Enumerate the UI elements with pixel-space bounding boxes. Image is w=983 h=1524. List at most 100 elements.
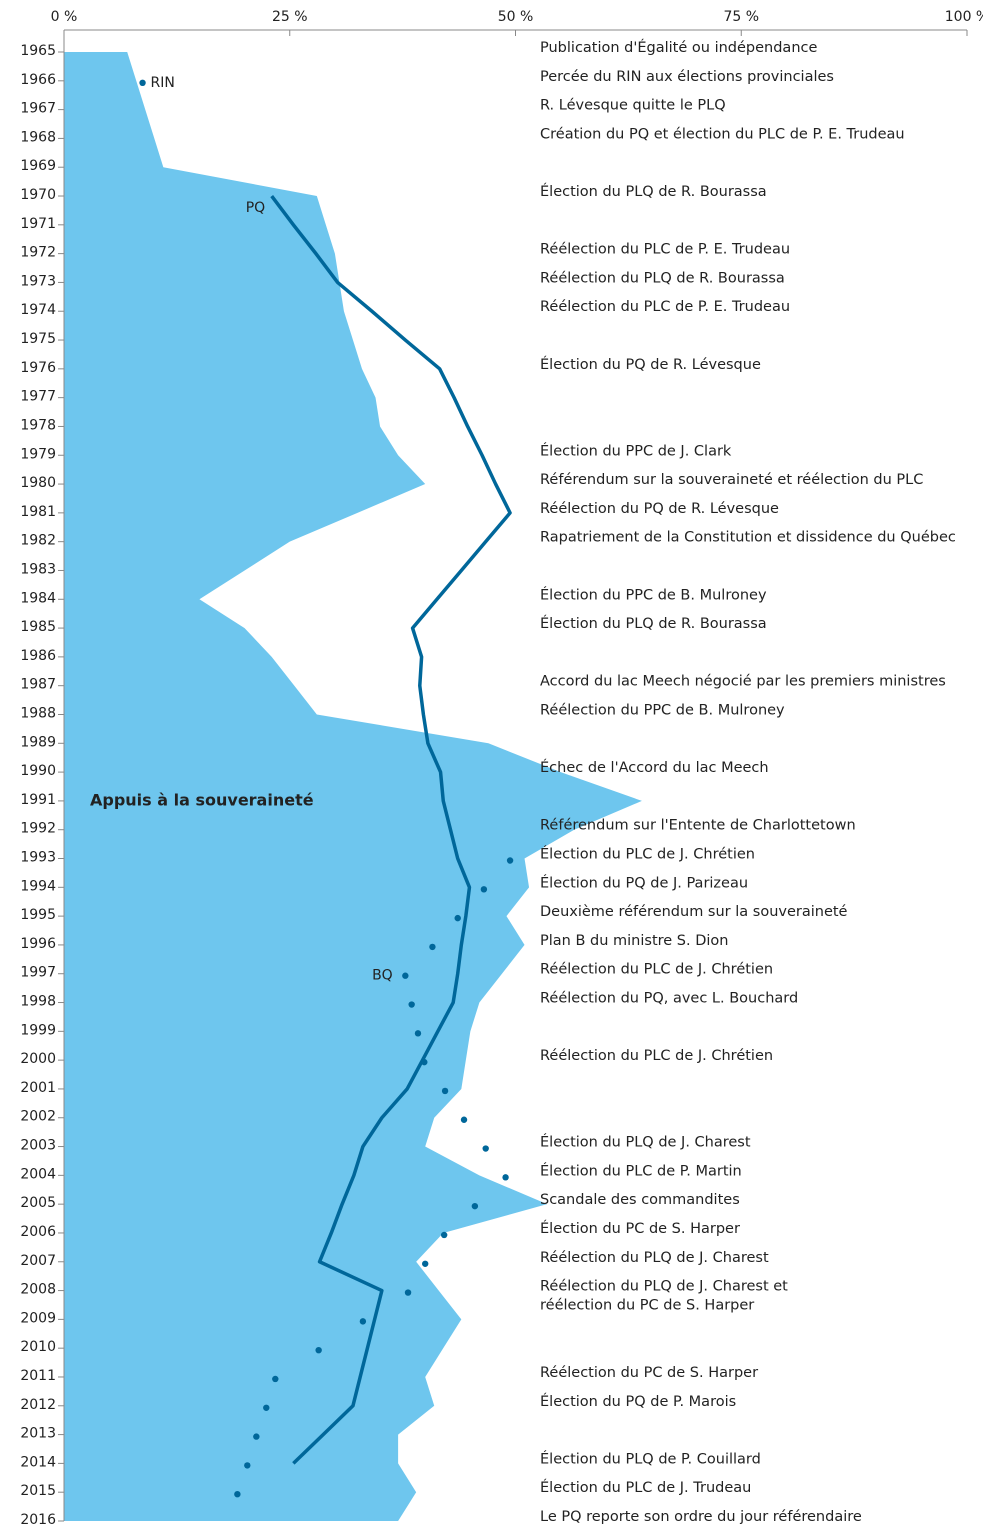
event-label: Élection du PQ de R. Lévesque [540, 356, 761, 373]
dot [421, 1058, 428, 1066]
y-tick-label: 1991 [20, 792, 56, 808]
y-tick-label: 1995 [20, 907, 56, 923]
x-tick-label: 0 % [51, 9, 78, 25]
event-label: Accord du lac Meech négocié par les prem… [540, 674, 946, 690]
y-tick-label: 1997 [20, 965, 56, 981]
y-tick-label: 2013 [20, 1426, 56, 1442]
dot [454, 914, 461, 922]
series-label: BQ [372, 968, 393, 984]
area-label: Appuis à la souveraineté [90, 790, 314, 809]
dot [253, 1433, 260, 1440]
event-label: réélection du PC de S. Harper [540, 1298, 754, 1314]
line [270, 194, 512, 1465]
y-tick-label: 1975 [20, 331, 56, 347]
event-label: Réélection du PLC de J. Chrétien [540, 962, 773, 978]
y-tick-label: 1965 [20, 43, 56, 59]
y-tick-label: 2000 [20, 1051, 56, 1067]
y-tick-label: 2007 [20, 1253, 56, 1269]
event-label: Référendum sur la souveraineté et réélec… [540, 472, 923, 488]
event-label: Réélection du PC de S. Harper [540, 1365, 758, 1381]
y-tick-label: 1987 [20, 677, 56, 693]
y-tick-label: 1989 [20, 734, 56, 750]
event-label: Élection du PPC de B. Mulroney [540, 586, 767, 603]
dot [506, 857, 514, 864]
event-label: Élection du PLC de J. Trudeau [540, 1479, 751, 1496]
event-label: R. Lévesque quitte le PLQ [540, 98, 726, 114]
y-tick-label: 2006 [20, 1224, 56, 1240]
y-tick-label: 1967 [20, 101, 56, 117]
y-tick-label: 1992 [20, 821, 56, 837]
y-tick-label: 1981 [20, 504, 56, 520]
y-tick-label: 1972 [20, 245, 56, 261]
event-label: Création du PQ et élection du PLC de P. … [540, 126, 905, 142]
x-tick-label: 75 % [723, 9, 759, 25]
event-label: Réélection du PLQ de J. Charest et [540, 1279, 788, 1295]
event-label: Réélection du PLQ de J. Charest [540, 1250, 769, 1266]
y-tick-label: 1974 [20, 302, 56, 318]
y-tick-label: 1993 [20, 850, 56, 866]
event-label: Référendum sur l'Entente de Charlottetow… [540, 818, 856, 834]
dot [404, 1289, 412, 1296]
event-label: Élection du PC de S. Harper [540, 1220, 740, 1237]
y-tick-label: 1990 [20, 763, 56, 779]
y-tick-label: 2010 [20, 1339, 56, 1355]
y-tick-label: 2014 [20, 1454, 56, 1470]
event-label: Réélection du PLC de P. E. Trudeau [540, 299, 790, 315]
y-tick-label: 2004 [20, 1166, 56, 1182]
area [64, 52, 642, 1521]
y-tick-label: 2005 [20, 1195, 56, 1211]
y-tick-label: 1998 [20, 994, 56, 1010]
y-tick-label: 2015 [20, 1483, 56, 1499]
y-tick-label: 1976 [20, 360, 56, 376]
dot [482, 1145, 489, 1152]
event-label: Élection du PLQ de J. Charest [540, 1134, 751, 1151]
dot [422, 1260, 429, 1267]
dot [272, 1375, 279, 1383]
y-tick-label: 1988 [20, 705, 56, 721]
dot [480, 886, 488, 893]
y-tick-label: 1986 [20, 648, 56, 664]
y-tick-label: 1977 [20, 389, 56, 405]
y-tick-label: 1966 [20, 72, 56, 88]
event-label: Le PQ reporte son ordre du jour référend… [540, 1509, 862, 1524]
event-label: Élection du PLQ de P. Couillard [540, 1450, 761, 1467]
event-label: Réélection du PLQ de R. Bourassa [540, 270, 785, 286]
y-tick-label: 1970 [20, 187, 56, 203]
dot [408, 1001, 415, 1008]
y-tick-label: 2002 [20, 1109, 56, 1125]
event-label: Élection du PLQ de R. Bourassa [540, 615, 767, 632]
x-tick-label: 50 % [498, 9, 534, 25]
y-tick-label: 1971 [20, 216, 56, 232]
event-label: Élection du PQ de P. Marois [540, 1393, 736, 1410]
event-label: Élection du PLC de P. Martin [540, 1162, 742, 1179]
event-label: Scandale des commandites [540, 1192, 740, 1208]
event-label: Réélection du PLC de P. E. Trudeau [540, 242, 790, 258]
y-tick-label: 2001 [20, 1080, 56, 1096]
y-tick-label: 1968 [20, 129, 56, 145]
x-tick-label: 100 % [945, 9, 983, 25]
y-tick-label: 1985 [20, 619, 56, 635]
dot [471, 1202, 479, 1210]
y-tick-label: 2012 [20, 1397, 56, 1413]
dot [429, 943, 436, 951]
dot [359, 1318, 367, 1325]
event-label: Élection du PPC de J. Clark [540, 442, 732, 459]
event-label: Échec de l'Accord du lac Meech [540, 759, 769, 776]
event-label: Réélection du PPC de B. Mulroney [540, 702, 785, 718]
event-label: Rapatriement de la Constitution et dissi… [540, 530, 956, 546]
dot [440, 1231, 448, 1239]
dot [263, 1404, 270, 1411]
y-tick-label: 1982 [20, 533, 56, 549]
y-tick-label: 2003 [20, 1138, 56, 1154]
event-label: Réélection du PQ de R. Lévesque [540, 501, 779, 517]
y-tick-label: 1984 [20, 590, 56, 606]
event-label: Réélection du PLC de J. Chrétien [540, 1048, 773, 1064]
y-tick-label: 1979 [20, 446, 56, 462]
y-tick-label: 1983 [20, 561, 56, 577]
y-tick-label: 1969 [20, 158, 56, 174]
dot [402, 972, 409, 979]
y-tick-label: 1973 [20, 273, 56, 289]
series-label: RIN [151, 75, 175, 91]
event-label: Élection du PQ de J. Parizeau [540, 874, 748, 891]
